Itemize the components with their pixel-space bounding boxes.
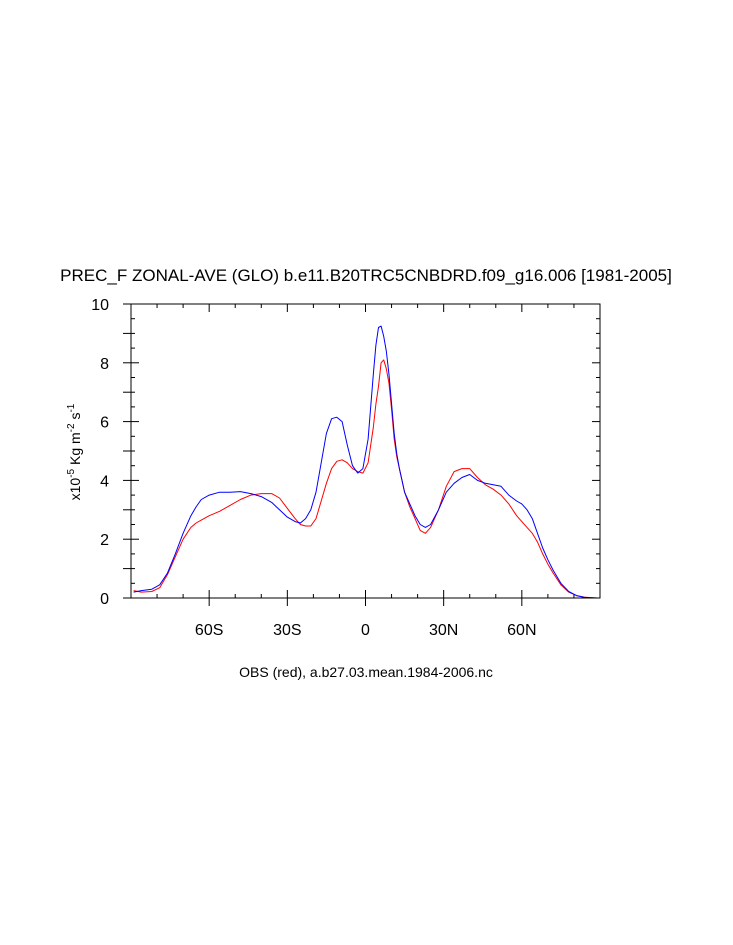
y-label-base: x10 xyxy=(67,478,83,501)
y-tick-label: 2 xyxy=(100,532,109,549)
y-tick-label: 4 xyxy=(100,473,109,490)
x-tick-label: 30N xyxy=(429,622,458,639)
series-line-1 xyxy=(133,325,598,599)
x-axis-label: OBS (red), a.b27.03.mean.1984-2006.nc xyxy=(239,664,493,680)
y-label-exp-2: -2 xyxy=(66,423,77,432)
y-label-unit-1: Kg m xyxy=(67,432,83,469)
y-tick-label: 8 xyxy=(100,356,109,373)
series-lines xyxy=(133,325,598,599)
y-label-exp-3: -1 xyxy=(66,403,77,412)
y-label-unit-2: s xyxy=(67,413,83,424)
y-tick-label: 0 xyxy=(100,591,109,608)
plot-frame xyxy=(130,303,601,599)
y-tick-label: 6 xyxy=(100,415,109,432)
x-tick-label: 30S xyxy=(273,622,301,639)
y-tick-label: 10 xyxy=(91,297,109,314)
x-axis-ticks: 60S 30S 0 30N 60N xyxy=(156,304,575,639)
x-tick-label: 60N xyxy=(507,622,536,639)
x-tick-label: 0 xyxy=(361,622,370,639)
series-line-0 xyxy=(133,359,598,599)
y-axis-ticks: 0 2 4 6 8 10 xyxy=(91,297,600,608)
y-label-exp-1: -5 xyxy=(66,468,77,477)
chart-title: PREC_F ZONAL-AVE (GLO) b.e11.B20TRC5CNBD… xyxy=(60,266,672,285)
y-axis-label: x10-5 Kg m-2 s-1 xyxy=(66,403,83,500)
x-tick-label: 60S xyxy=(195,622,223,639)
